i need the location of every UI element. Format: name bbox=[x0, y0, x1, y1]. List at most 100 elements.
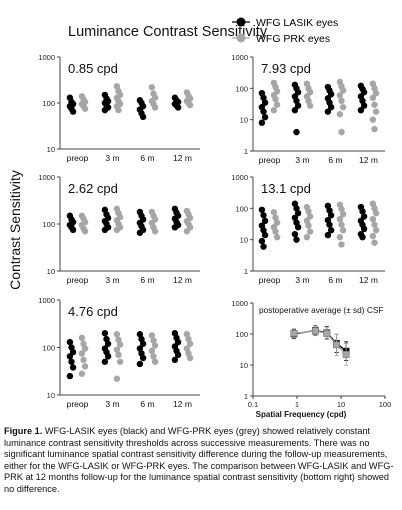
data-point bbox=[294, 209, 302, 217]
data-point bbox=[305, 97, 312, 105]
panel-label: 2.62 cpd bbox=[68, 181, 118, 196]
chart-panel-4: 1 10 100 1000 13.1 cpd preop 3 m 6 m 12 m bbox=[231, 173, 385, 285]
y-tick-label: 1 bbox=[244, 392, 248, 401]
data-point bbox=[339, 87, 347, 94]
data-point bbox=[81, 105, 89, 112]
data-point bbox=[369, 116, 377, 123]
chart-panel-6: 1 10 100 1000 postoperative average (± sd) C… bbox=[231, 299, 391, 419]
category-label: preop bbox=[259, 155, 281, 165]
data-point bbox=[136, 345, 144, 352]
data-point bbox=[69, 364, 77, 371]
data-point bbox=[339, 227, 347, 234]
category-label: 12 m bbox=[359, 275, 378, 285]
data-point bbox=[171, 224, 179, 231]
y-tick-label: 1000 bbox=[38, 173, 55, 182]
data-point bbox=[294, 223, 302, 231]
x-tick-label: 100 bbox=[379, 400, 392, 409]
figure-title: Luminance Contrast Sensitivity bbox=[68, 24, 268, 40]
data-point bbox=[151, 104, 159, 111]
y-tick-label: 1000 bbox=[38, 53, 55, 62]
data-point bbox=[139, 340, 147, 347]
chart-panel-5: 10 100 1000 4.76 cpd preop 3 m 6 m 12 m bbox=[38, 296, 200, 409]
y-tick-label: 1000 bbox=[231, 299, 248, 308]
data-point bbox=[326, 221, 333, 228]
data-point bbox=[258, 119, 266, 126]
panel-label: 4.76 cpd bbox=[68, 304, 118, 319]
category-label: 3 m bbox=[295, 155, 309, 165]
data-point bbox=[342, 350, 350, 358]
data-point bbox=[148, 347, 156, 355]
legend: WFG LASIK eyes WFG PRK eyes bbox=[232, 17, 338, 45]
data-point bbox=[151, 228, 159, 235]
data-point bbox=[338, 221, 345, 228]
category-label: 12 m bbox=[173, 399, 192, 409]
data-point bbox=[171, 356, 179, 364]
data-point bbox=[290, 329, 298, 337]
data-point bbox=[81, 228, 89, 235]
data-point bbox=[136, 331, 144, 338]
data-point bbox=[372, 89, 380, 97]
data-point bbox=[369, 94, 377, 101]
category-label: 6 m bbox=[140, 275, 154, 285]
category-label: 3 m bbox=[295, 275, 309, 285]
x-tick-label: 1 bbox=[295, 400, 299, 409]
data-point bbox=[113, 331, 121, 338]
y-tick-label: 10 bbox=[240, 236, 248, 245]
y-tick-label: 100 bbox=[42, 99, 55, 108]
data-point bbox=[336, 233, 344, 241]
y-tick-label: 10 bbox=[47, 145, 55, 154]
data-point bbox=[272, 95, 279, 103]
data-point bbox=[186, 340, 194, 347]
data-point bbox=[338, 97, 345, 105]
data-point bbox=[293, 236, 300, 243]
category-label: 3 m bbox=[105, 153, 119, 163]
data-point bbox=[186, 101, 194, 109]
data-point bbox=[66, 338, 74, 346]
data-point bbox=[291, 214, 299, 221]
data-point bbox=[305, 222, 312, 229]
category-label: preop bbox=[67, 153, 89, 163]
data-point bbox=[101, 106, 109, 114]
data-point bbox=[260, 108, 267, 115]
category-label: 12 m bbox=[359, 155, 378, 165]
data-point bbox=[78, 350, 86, 357]
y-tick-label: 100 bbox=[42, 220, 55, 229]
data-point bbox=[303, 217, 311, 225]
data-point bbox=[183, 228, 191, 235]
data-point bbox=[148, 332, 156, 339]
data-point bbox=[294, 102, 302, 109]
category-label: preop bbox=[259, 275, 281, 285]
data-point bbox=[69, 226, 77, 234]
data-point bbox=[80, 356, 87, 364]
category-label: 6 m bbox=[140, 399, 154, 409]
data-point bbox=[369, 232, 377, 240]
data-point bbox=[359, 233, 366, 241]
data-point bbox=[116, 358, 124, 365]
data-point bbox=[260, 212, 267, 219]
data-point bbox=[306, 228, 314, 235]
x-tick-label: 10 bbox=[337, 400, 345, 409]
data-point bbox=[116, 341, 124, 348]
data-point bbox=[360, 225, 368, 233]
data-point bbox=[174, 338, 182, 346]
data-point bbox=[359, 208, 366, 215]
data-point bbox=[104, 353, 112, 360]
data-point bbox=[327, 103, 335, 111]
y-tick-label: 1 bbox=[244, 147, 248, 156]
category-label: 3 m bbox=[105, 399, 119, 409]
data-point bbox=[78, 370, 86, 377]
data-point bbox=[66, 353, 74, 360]
y-tick-label: 100 bbox=[235, 204, 248, 213]
figure-panels: Luminance Contrast Sensitivity Contrast … bbox=[7, 17, 391, 419]
data-point bbox=[359, 97, 366, 105]
panel-label: 0.85 cpd bbox=[68, 61, 118, 76]
data-point bbox=[371, 125, 378, 133]
data-point bbox=[327, 227, 335, 234]
x-tick-label: 0.1 bbox=[248, 400, 258, 409]
data-point bbox=[291, 107, 299, 114]
data-point bbox=[293, 205, 300, 212]
y-tick-label: 1000 bbox=[231, 53, 248, 62]
data-point bbox=[270, 107, 278, 114]
data-point bbox=[260, 94, 267, 101]
